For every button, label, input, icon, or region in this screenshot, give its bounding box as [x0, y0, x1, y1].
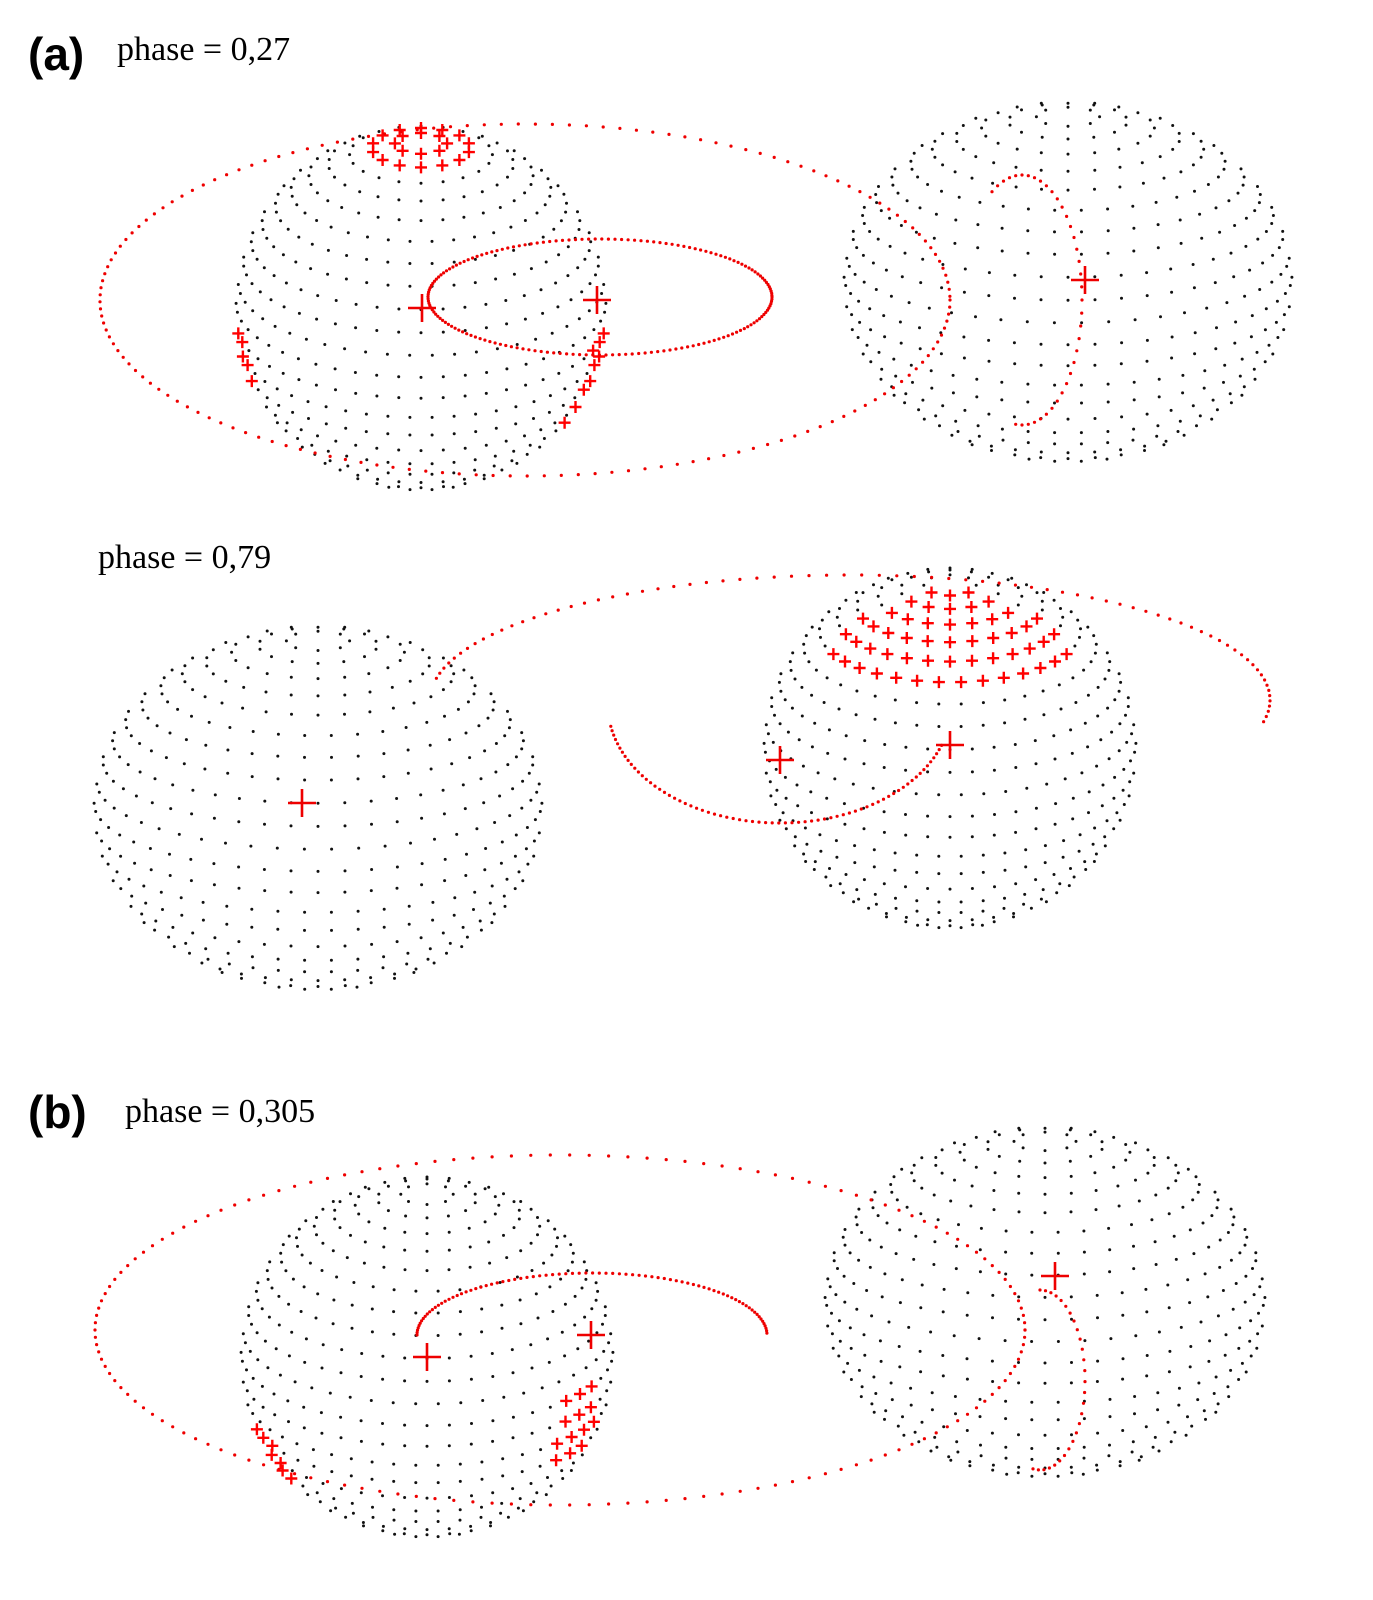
phase-caption: phase = 0,27 [117, 31, 290, 68]
phase-caption: phase = 0,305 [125, 1093, 315, 1130]
panel-label: (b) [28, 1086, 87, 1138]
star-models [92, 101, 1294, 1539]
phase-caption: phase = 0,79 [98, 539, 271, 576]
panel-label: (a) [28, 28, 84, 80]
